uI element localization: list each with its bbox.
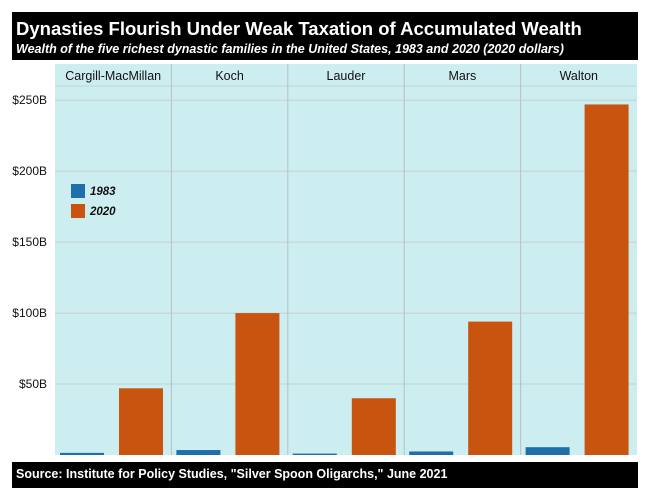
y-tick-label: $100B [12,306,47,320]
legend-label-2020: 2020 [89,206,116,218]
bar-2020-walton [584,104,629,455]
y-tick-label: $50B [19,377,47,391]
facet-label-koch: Koch [215,69,244,83]
bar-2020-mars [468,321,513,455]
chart-title: Dynasties Flourish Under Weak Taxation o… [16,18,582,39]
legend-swatch-1983 [71,184,85,198]
facet-label-cargill-macmillan: Cargill-MacMillan [65,69,161,83]
bar-1983-koch [176,450,221,455]
bar-1983-lauder [292,453,337,455]
source-note: Source: Institute for Policy Studies, "S… [12,462,638,488]
bar-2020-lauder [351,398,396,455]
facet-label-mars: Mars [449,69,477,83]
legend-label-1983: 1983 [90,186,116,198]
title-bar: Dynasties Flourish Under Weak Taxation o… [12,12,638,60]
facet-label-lauder: Lauder [327,69,366,83]
legend-swatch-2020 [71,204,85,218]
y-tick-label: $150B [12,235,47,249]
bar-1983-cargill-macmillan [60,452,104,455]
facet-label-walton: Walton [560,69,598,83]
bar-1983-walton [525,447,570,455]
bar-1983-mars [409,451,454,455]
chart-subtitle: Wealth of the five richest dynastic fami… [16,42,564,56]
bar-2020-cargill-macmillan [119,388,163,455]
bar-2020-koch [235,313,280,455]
y-tick-label: $250B [12,93,47,107]
y-tick-label: $200B [12,164,47,178]
